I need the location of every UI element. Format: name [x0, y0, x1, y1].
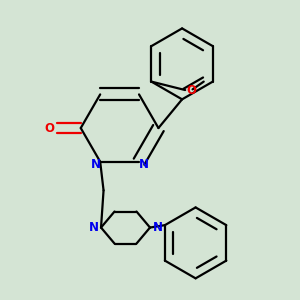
Text: N: N	[91, 158, 101, 171]
Text: O: O	[186, 83, 196, 97]
Text: N: N	[138, 158, 148, 171]
Text: N: N	[88, 221, 99, 234]
Text: N: N	[152, 221, 162, 234]
Text: O: O	[45, 122, 55, 134]
